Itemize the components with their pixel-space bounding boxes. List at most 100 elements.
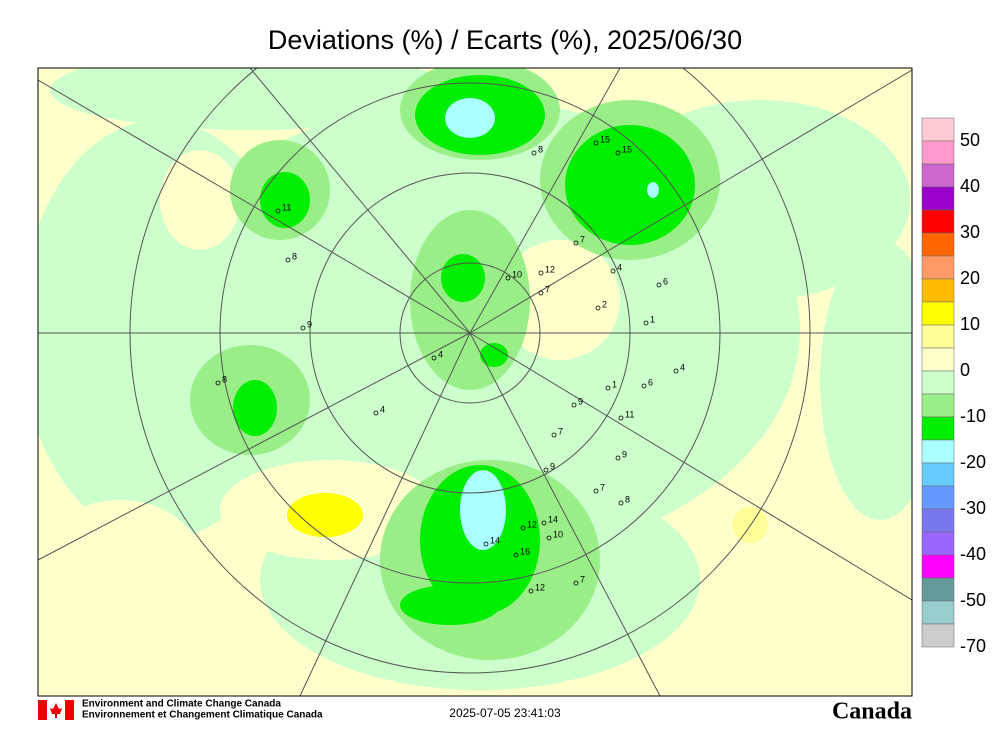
station-dot — [615, 455, 621, 461]
colorbar-box — [921, 209, 955, 234]
colorbar-box — [921, 623, 955, 648]
station-dot — [656, 282, 662, 288]
station-dot — [285, 257, 291, 263]
colorbar-box — [921, 347, 955, 372]
station-dot — [531, 150, 537, 156]
station-dot — [618, 500, 624, 506]
station-label: 9 — [578, 396, 583, 406]
colorbar-label: 0 — [960, 360, 970, 380]
station-dot — [573, 580, 579, 586]
station-label: 14 — [548, 514, 558, 524]
colorbar-label: -50 — [960, 590, 986, 610]
map-frame — [37, 67, 913, 697]
station-label: 11 — [282, 202, 291, 212]
station-dot — [520, 525, 526, 531]
colorbar-label: -40 — [960, 544, 986, 564]
station-dot — [595, 305, 601, 311]
station-label: 10 — [512, 269, 522, 279]
station-label: 7 — [600, 482, 605, 492]
colorbar-label: 50 — [960, 130, 980, 150]
station-dot — [431, 355, 437, 361]
colorbar-box — [921, 301, 955, 326]
colorbar-label: -20 — [960, 452, 986, 472]
station-dot — [215, 380, 221, 386]
station-label: 12 — [545, 264, 555, 274]
station-label: 8 — [625, 494, 630, 504]
station-label: 7 — [545, 284, 550, 294]
colorbar-label: 20 — [960, 268, 980, 288]
station-label: 6 — [648, 377, 653, 387]
station-dot — [643, 320, 649, 326]
colorbar-label: 10 — [960, 314, 980, 334]
station-label: 10 — [553, 529, 563, 539]
colorbar-box — [921, 324, 955, 349]
colorbar-box — [921, 554, 955, 579]
station-label: 9 — [622, 449, 627, 459]
colorbar-label: 30 — [960, 222, 980, 242]
colorbar-box — [921, 370, 955, 395]
station-dot — [541, 520, 547, 526]
title: Deviations (%) / Ecarts (%), 2025/06/30 — [268, 25, 742, 55]
colorbar-box — [921, 255, 955, 280]
colorbar-box — [921, 439, 955, 464]
colorbar-box — [921, 485, 955, 510]
station-dot — [538, 270, 544, 276]
station-label: 15 — [600, 134, 610, 144]
colorbar-box — [921, 600, 955, 625]
station-label: 7 — [580, 574, 585, 584]
colorbar-box — [921, 140, 955, 165]
station-label: 9 — [550, 461, 555, 471]
station-label: 4 — [617, 262, 622, 272]
station-label: 8 — [538, 144, 543, 154]
station-dot — [593, 140, 599, 146]
station-label: 4 — [680, 362, 685, 372]
colorbar-box — [921, 508, 955, 533]
station-dot — [373, 410, 379, 416]
station-label: 2 — [602, 299, 607, 309]
station-dot — [610, 268, 616, 274]
station-dot — [618, 415, 624, 421]
station-label: 15 — [622, 144, 632, 154]
colorbar-box — [921, 462, 955, 487]
station-label: 6 — [663, 276, 668, 286]
colorbar-box — [921, 186, 955, 211]
agency-fr: Environnement et Changement Climatique C… — [82, 710, 323, 721]
colorbar-box — [921, 163, 955, 188]
colorbar: 50 40 30 20 10 0 -10 -20 -30 -40 -50 -70 — [921, 117, 986, 656]
colorbar-box — [921, 278, 955, 303]
station-label: 12 — [527, 519, 537, 529]
station-dot — [538, 290, 544, 296]
colorbar-box — [921, 393, 955, 418]
station-dot — [543, 467, 549, 473]
station-label: 14 — [490, 535, 500, 545]
station-label: 4 — [438, 349, 443, 359]
station-dot — [641, 383, 647, 389]
station-dot — [505, 275, 511, 281]
station-dot — [275, 208, 281, 214]
agency-en: Environment and Climate Change Canada — [82, 699, 281, 710]
station-dot — [300, 325, 306, 331]
wordmark: Canada — [832, 699, 912, 725]
colorbar-box — [921, 416, 955, 441]
station-label: 16 — [520, 546, 530, 556]
station-dot — [546, 535, 552, 541]
station-label: 8 — [292, 251, 297, 261]
colorbar-label: -10 — [960, 406, 986, 426]
station-label: 12 — [535, 582, 545, 592]
colorbar-box — [921, 577, 955, 602]
station-label: 1 — [612, 379, 617, 389]
station-dot — [615, 150, 621, 156]
station-dot — [673, 368, 679, 374]
station-dot — [483, 541, 489, 547]
colorbar-box — [921, 232, 955, 257]
colorbar-box — [921, 117, 955, 142]
timestamp: 2025-07-05 23:41:03 — [449, 706, 561, 720]
station-label: 8 — [222, 374, 227, 384]
station-dot — [571, 402, 577, 408]
station-label: 4 — [380, 404, 385, 414]
colorbar-box — [921, 531, 955, 556]
station-dot — [605, 385, 611, 391]
colorbar-label: 40 — [960, 176, 980, 196]
station-dot — [551, 432, 557, 438]
